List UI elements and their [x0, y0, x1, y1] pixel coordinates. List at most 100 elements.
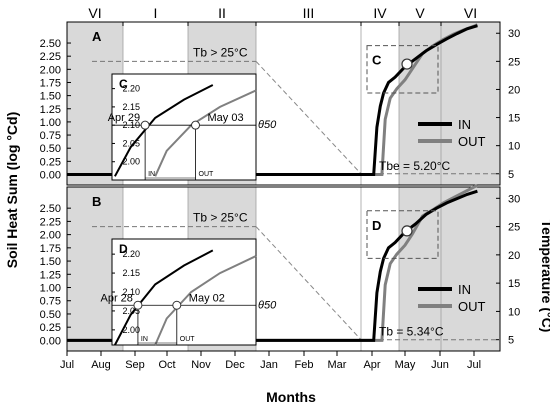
left-y-tick-label: 1.25: [40, 269, 61, 281]
zoom-box: [366, 45, 439, 94]
inset-y-tick-label: 2.15: [122, 102, 140, 112]
left-y-tick-label: 0.75: [40, 296, 61, 308]
month-tick-label: Jul: [467, 359, 481, 371]
zoom-box-label: C: [372, 53, 382, 68]
panel-b-label: B: [92, 194, 101, 209]
right-y-tick-label: 25: [508, 222, 520, 234]
season-label: IV: [373, 5, 387, 21]
inset-annotation-out: May 02: [189, 292, 225, 304]
month-tick-label: Nov: [191, 359, 211, 371]
month-tick-label: Aug: [91, 359, 111, 371]
crossing-marker: [401, 58, 413, 70]
left-y-tick-label: 1.50: [40, 91, 61, 103]
inset-frame: [111, 238, 257, 346]
season-shading: [399, 22, 441, 185]
left-y-tick-label: 1.25: [40, 104, 61, 116]
inset-y-tick-label: 2.10: [122, 287, 140, 297]
right-y-tick-label: 10: [508, 141, 520, 153]
month-tick-label: Jan: [260, 359, 278, 371]
month-tick-label: Apr: [363, 359, 380, 371]
inset-label: C: [119, 77, 128, 91]
season-shading: [441, 22, 500, 185]
inset-bracket-in: IN: [148, 171, 155, 178]
inset-annotation-out: May 03: [208, 112, 244, 124]
season-label: V: [415, 5, 425, 21]
inset-label: D: [119, 242, 128, 256]
inset-series-in: [114, 249, 214, 346]
right-axis-title: Temperature (°C): [539, 220, 550, 333]
left-y-tick-label: 0.00: [40, 169, 61, 181]
threshold-label: Tb > 25°C: [193, 45, 248, 59]
series-line-out: [67, 184, 479, 342]
inset-y-tick-label: 2.20: [122, 84, 140, 94]
left-y-tick-label: 1.00: [40, 283, 61, 295]
right-y-tick-label: 30: [508, 28, 520, 40]
inset-annotation-in: Apr 29: [108, 112, 140, 124]
connector-line: [255, 61, 362, 175]
inset-y-tick-label: 2.15: [122, 268, 140, 278]
left-y-tick-label: 2.00: [40, 230, 61, 242]
left-y-tick-label: 0.50: [40, 143, 61, 155]
season-label: VI: [88, 5, 101, 21]
inset-bracket-out: OUT: [180, 336, 196, 343]
right-y-tick-label: 5: [508, 169, 514, 181]
season-label: I: [154, 5, 158, 21]
right-y-tick-label: 30: [508, 193, 520, 205]
month-tick-label: Sep: [125, 359, 145, 371]
legend-label-in: IN: [458, 117, 471, 132]
inset-y-tick-label: 2.00: [122, 325, 140, 335]
inset-bracket-in: IN: [141, 336, 148, 343]
left-y-tick-label: 0.75: [40, 130, 61, 142]
right-y-tick-label: 15: [508, 278, 520, 290]
right-y-tick-label: 15: [508, 113, 520, 125]
zoom-box-label: D: [372, 218, 381, 233]
season-shading: [399, 187, 441, 351]
legend-label-out: OUT: [458, 134, 486, 149]
inset-threshold-label: θ50: [258, 119, 277, 131]
month-tick-label: Jun: [431, 359, 449, 371]
right-y-tick-label: 10: [508, 306, 520, 318]
legend-label-in: IN: [458, 282, 471, 297]
right-y-tick-label: 20: [508, 84, 520, 96]
inset-y-tick-label: 2.05: [122, 306, 140, 316]
left-y-tick-label: 1.75: [40, 243, 61, 255]
inset-frame: [111, 73, 257, 181]
inset-crossing-marker: [133, 300, 143, 310]
series-line-in: [67, 189, 478, 342]
inset-crossing-marker: [172, 300, 182, 310]
crossing-marker: [401, 225, 413, 237]
month-tick-label: Feb: [295, 359, 314, 371]
month-tick-label: May: [395, 359, 416, 371]
inset-series-in: [114, 84, 214, 177]
legend-label-out: OUT: [458, 299, 486, 314]
panel-a-label: A: [92, 29, 102, 44]
inset-crossing-marker: [140, 120, 150, 130]
left-axis-title: Soil Heat Sum (log °Cd): [4, 112, 20, 269]
inset-series-out: [154, 255, 257, 346]
inset-annotation-in: Apr 28: [100, 292, 132, 304]
inset-y-tick-label: 2.20: [122, 249, 140, 259]
connector-line: [255, 226, 362, 341]
series-line-in: [67, 24, 478, 176]
left-y-tick-label: 0.25: [40, 322, 61, 334]
right-y-tick-label: 5: [508, 335, 514, 347]
left-y-tick-label: 0.25: [40, 156, 61, 168]
month-tick-label: Oct: [158, 359, 175, 371]
base-temperature-label: Tbe = 5.20°C: [379, 159, 451, 173]
left-y-tick-label: 2.50: [40, 38, 61, 50]
season-shading: [441, 187, 500, 351]
panel-frame: [66, 186, 501, 352]
left-y-tick-label: 2.00: [40, 64, 61, 76]
x-axis-title: Months: [266, 389, 316, 405]
left-y-tick-label: 0.50: [40, 309, 61, 321]
inset-y-tick-label: 2.05: [122, 138, 140, 148]
base-temperature-label: Tb = 5.34°C: [379, 325, 444, 339]
left-y-tick-label: 0.00: [40, 335, 61, 347]
right-y-tick-label: 20: [508, 250, 520, 262]
month-tick-label: Dec: [225, 359, 245, 371]
right-y-tick-label: 25: [508, 56, 520, 68]
left-y-tick-label: 2.25: [40, 51, 61, 63]
inset-y-tick-label: 2.00: [122, 157, 140, 167]
inset-crossing-marker: [191, 120, 201, 130]
